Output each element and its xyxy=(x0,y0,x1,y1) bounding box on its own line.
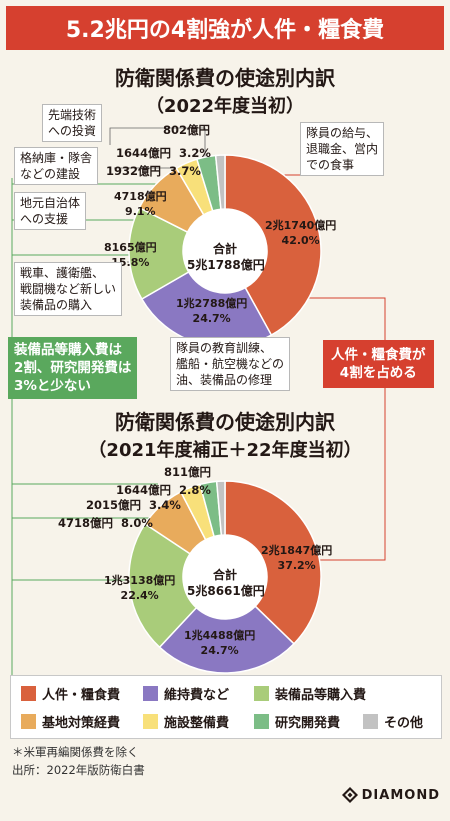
note-maintenance: 隊員の教育訓練、 艦船・航空機などの 油、装備品の修理 xyxy=(170,337,291,391)
donut-chart-2021-22 xyxy=(128,480,322,674)
legend-swatch xyxy=(21,686,36,701)
legend-swatch xyxy=(143,686,158,701)
chart1-label-other: 802億円 xyxy=(163,123,211,137)
chart1-label-maintenance: 1兆2788億円 24.7% xyxy=(176,297,248,325)
chart2-center: 合計 5兆8661億円 xyxy=(187,568,265,598)
chart1-label-facility: 1932億円 3.7% xyxy=(106,164,201,178)
callout-equipment-research: 装備品等購入費は 2割、研究開発費は 3%と少ない xyxy=(8,337,138,399)
chart2-donut-hole xyxy=(183,535,267,619)
legend-swatch xyxy=(363,714,378,729)
legend-item-facility: 施設整備費 xyxy=(143,712,229,731)
legend-item-personnel: 人件・糧食費 xyxy=(21,684,120,703)
chart1-label-base: 4718億円 9.1% xyxy=(114,190,167,218)
legend-swatch xyxy=(21,714,36,729)
chart2-label-base: 4718億円 8.0% xyxy=(58,516,153,530)
legend-swatch xyxy=(254,686,269,701)
chart2-label-facility: 2015億円 3.4% xyxy=(86,498,181,512)
footnote-exclusion: ＊米軍再編関係費を除く xyxy=(12,745,139,759)
chart2-title: 防衛関係費の使途別内訳 xyxy=(115,410,335,434)
note-base: 地元自治体 への支援 xyxy=(14,192,87,230)
diamond-icon xyxy=(341,787,358,803)
footnote-source: 出所：2022年版防衛白書 xyxy=(12,763,145,777)
chart2-label-research: 1644億円 2.8% xyxy=(116,483,211,497)
legend-item-other: その他 xyxy=(363,712,423,731)
research-note-connector xyxy=(109,127,206,176)
chart1-label-research: 1644億円 3.2% xyxy=(116,146,211,160)
chart1-donut-hole xyxy=(183,209,267,293)
chart2-label-personnel: 2兆1847億円 37.2% xyxy=(261,544,333,572)
legend-item-maintenance: 維持費など xyxy=(143,684,229,703)
chart1-subtitle: （2022年度当初） xyxy=(145,96,305,117)
chart2-label-equipment: 1兆3138億円 22.4% xyxy=(104,574,176,602)
chart2-label-other: 811億円 xyxy=(164,465,212,479)
chart1-title: 防衛関係費の使途別内訳 xyxy=(115,66,335,90)
legend-swatch xyxy=(254,714,269,729)
note-equipment: 戦車、護衛艦、 戦闘機など新しい 装備品の購入 xyxy=(14,262,123,316)
callout-personnel: 人件・糧食費が 4割を占める xyxy=(323,340,434,388)
note-personnel: 隊員の給与、 退職金、営内 での食事 xyxy=(300,122,385,176)
chart2-subtitle: （2021年度補正＋22年度当初） xyxy=(88,440,362,461)
note-research: 先端技術 への投資 xyxy=(42,104,103,142)
headline-banner: 5.2兆円の4割強が人件・糧食費 xyxy=(6,6,444,50)
legend: 人件・糧食費 維持費など 装備品等購入費 基地対策経費 施設整備費 研究開発費 … xyxy=(10,675,442,739)
headline-text: 5.2兆円の4割強が人件・糧食費 xyxy=(65,18,385,43)
chart2-label-maintenance: 1兆4488億円 24.7% xyxy=(184,629,256,657)
note-facility: 格納庫・隊舎 などの建設 xyxy=(14,147,99,185)
brand-logo: DIAMOND xyxy=(341,787,440,803)
chart1-label-personnel: 2兆1740億円 42.0% xyxy=(265,219,337,247)
brand-logo-text: DIAMOND xyxy=(361,787,440,803)
legend-item-research: 研究開発費 xyxy=(254,712,340,731)
donut-chart-2022 xyxy=(128,154,322,348)
legend-item-equipment: 装備品等購入費 xyxy=(254,684,366,703)
legend-swatch xyxy=(143,714,158,729)
legend-item-base: 基地対策経費 xyxy=(21,712,120,731)
chart1-center: 合計 5兆1788億円 xyxy=(187,242,265,272)
